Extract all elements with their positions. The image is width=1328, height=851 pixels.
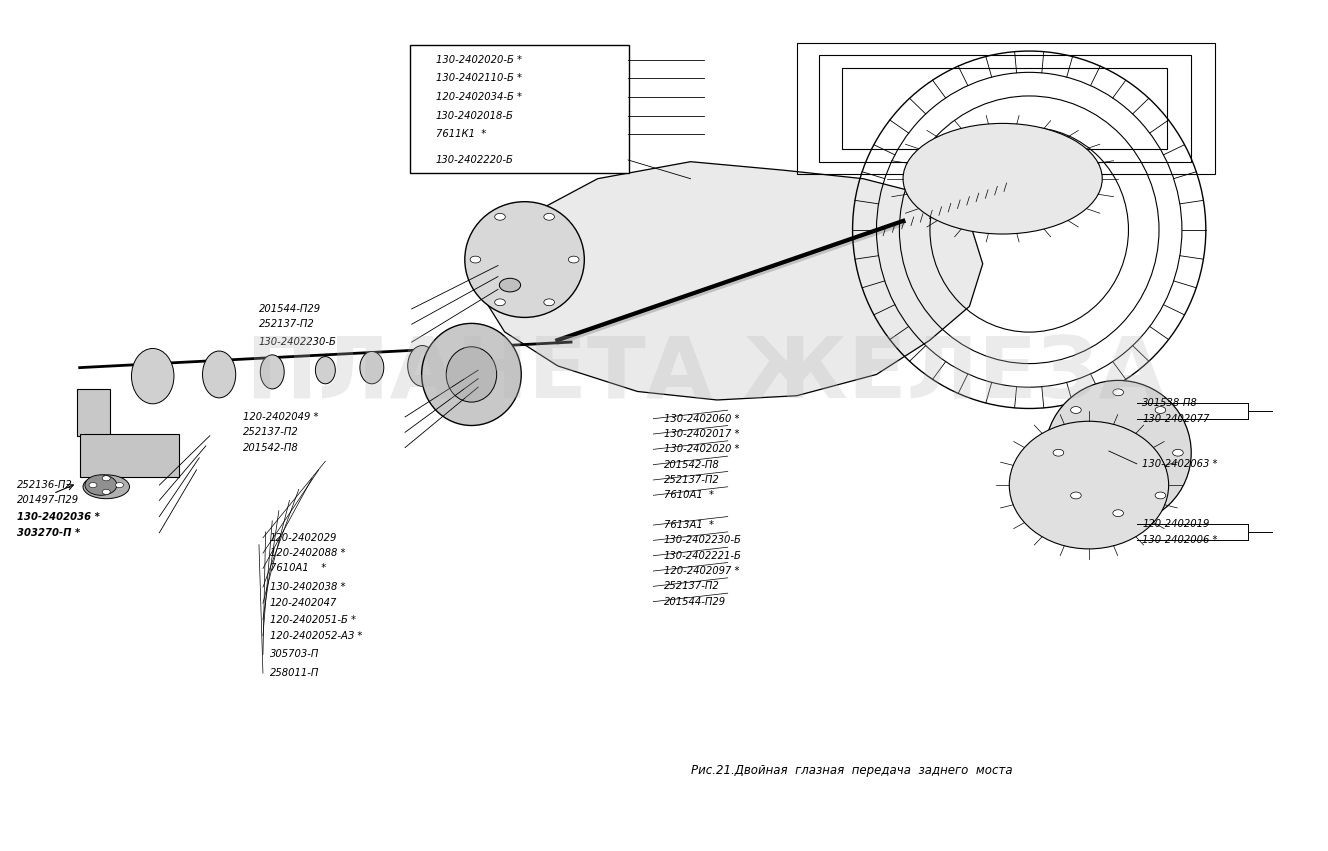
Bar — [819, 55, 1191, 162]
Text: 130-2402110-Б *: 130-2402110-Б * — [436, 73, 522, 83]
Text: 303270-П *: 303270-П * — [17, 528, 81, 538]
Ellipse shape — [421, 323, 521, 426]
Circle shape — [568, 256, 579, 263]
Circle shape — [494, 214, 506, 220]
Bar — [797, 43, 1215, 174]
Text: 130-2402220-Б: 130-2402220-Б — [436, 155, 514, 165]
Text: 252137-П2: 252137-П2 — [243, 427, 299, 437]
Text: 130-2402230-Б: 130-2402230-Б — [259, 337, 337, 347]
Text: ПЛАНЕТА ЖЕЛЕЗА: ПЛАНЕТА ЖЕЛЕЗА — [246, 333, 1165, 416]
Text: 120-2402088 *: 120-2402088 * — [270, 548, 345, 558]
Text: 201542-П8: 201542-П8 — [243, 443, 299, 453]
Text: 130-2402221-Б: 130-2402221-Б — [664, 551, 742, 561]
Text: 252136-П2: 252136-П2 — [17, 480, 73, 490]
Ellipse shape — [903, 123, 1102, 234]
Text: 201497-П29: 201497-П29 — [17, 495, 80, 505]
Text: 201544-П29: 201544-П29 — [664, 597, 726, 607]
Bar — [77, 389, 110, 436]
Ellipse shape — [360, 351, 384, 384]
Text: 130-2402038 *: 130-2402038 * — [270, 582, 345, 592]
Ellipse shape — [1009, 421, 1169, 549]
Text: 130-2402063 *: 130-2402063 * — [1142, 459, 1218, 469]
Circle shape — [499, 278, 521, 292]
Circle shape — [102, 476, 110, 481]
Circle shape — [1155, 407, 1166, 414]
Circle shape — [470, 256, 481, 263]
Circle shape — [544, 299, 555, 306]
Circle shape — [544, 214, 555, 220]
Text: 7611К1  *: 7611К1 * — [436, 129, 486, 140]
Circle shape — [1155, 492, 1166, 499]
Circle shape — [89, 483, 97, 488]
Text: 130-2402230-Б: 130-2402230-Б — [664, 535, 742, 545]
Circle shape — [1113, 389, 1123, 396]
FancyBboxPatch shape — [410, 45, 629, 173]
Ellipse shape — [1045, 380, 1191, 525]
Circle shape — [1070, 492, 1081, 499]
Text: 252137-П2: 252137-П2 — [664, 581, 720, 591]
Text: 130-2402017 *: 130-2402017 * — [664, 429, 740, 439]
Text: 120-2402019: 120-2402019 — [1142, 519, 1210, 529]
Text: 201544-П29: 201544-П29 — [259, 304, 321, 314]
Circle shape — [102, 489, 110, 494]
Ellipse shape — [446, 347, 497, 403]
Ellipse shape — [408, 346, 437, 386]
Text: 120-2402097 *: 120-2402097 * — [664, 566, 740, 576]
Text: Рис.21.Двойная  глазная  передача  заднего  моста: Рис.21.Двойная глазная передача заднего … — [691, 763, 1012, 777]
Text: 130-2402077: 130-2402077 — [1142, 414, 1210, 424]
Ellipse shape — [203, 351, 236, 398]
Text: 130-2402020 *: 130-2402020 * — [664, 444, 740, 454]
Bar — [80, 434, 179, 477]
Text: 120-2402052-АЗ *: 120-2402052-АЗ * — [270, 631, 363, 641]
Bar — [842, 68, 1167, 149]
Text: 120-2402034-Б *: 120-2402034-Б * — [436, 92, 522, 102]
Ellipse shape — [131, 349, 174, 404]
Text: 120-2402047: 120-2402047 — [270, 598, 337, 608]
Circle shape — [1113, 510, 1123, 517]
Text: 201542-П8: 201542-П8 — [664, 460, 720, 470]
Text: 120-2402049 *: 120-2402049 * — [243, 412, 319, 422]
Text: 305703-П: 305703-П — [270, 649, 319, 660]
Text: 130-2402036 *: 130-2402036 * — [17, 511, 100, 522]
Text: 130-2402060 *: 130-2402060 * — [664, 414, 740, 424]
Ellipse shape — [465, 202, 584, 317]
Ellipse shape — [260, 355, 284, 389]
Circle shape — [494, 299, 506, 306]
Text: 130-2402020-Б *: 130-2402020-Б * — [436, 54, 522, 65]
Circle shape — [1070, 407, 1081, 414]
Text: 130-2402018-Б: 130-2402018-Б — [436, 111, 514, 121]
Text: 252137-П2: 252137-П2 — [664, 475, 720, 485]
Circle shape — [116, 483, 124, 488]
Text: 258011-П: 258011-П — [270, 668, 319, 678]
Text: 7610А1  *: 7610А1 * — [664, 490, 714, 500]
Text: 252137-П2: 252137-П2 — [259, 319, 315, 329]
Circle shape — [1053, 449, 1064, 456]
Text: 130-2402006 *: 130-2402006 * — [1142, 534, 1218, 545]
Circle shape — [1173, 449, 1183, 456]
Ellipse shape — [82, 475, 130, 499]
Text: 120-2402051-Б *: 120-2402051-Б * — [270, 614, 356, 625]
Text: 120-2402029: 120-2402029 — [270, 533, 337, 543]
Polygon shape — [478, 162, 983, 400]
Circle shape — [85, 475, 117, 495]
Ellipse shape — [316, 357, 335, 384]
Text: 301538-П8: 301538-П8 — [1142, 397, 1198, 408]
Text: 7613А1  *: 7613А1 * — [664, 520, 714, 530]
Text: 7610А1    *: 7610А1 * — [270, 563, 325, 574]
